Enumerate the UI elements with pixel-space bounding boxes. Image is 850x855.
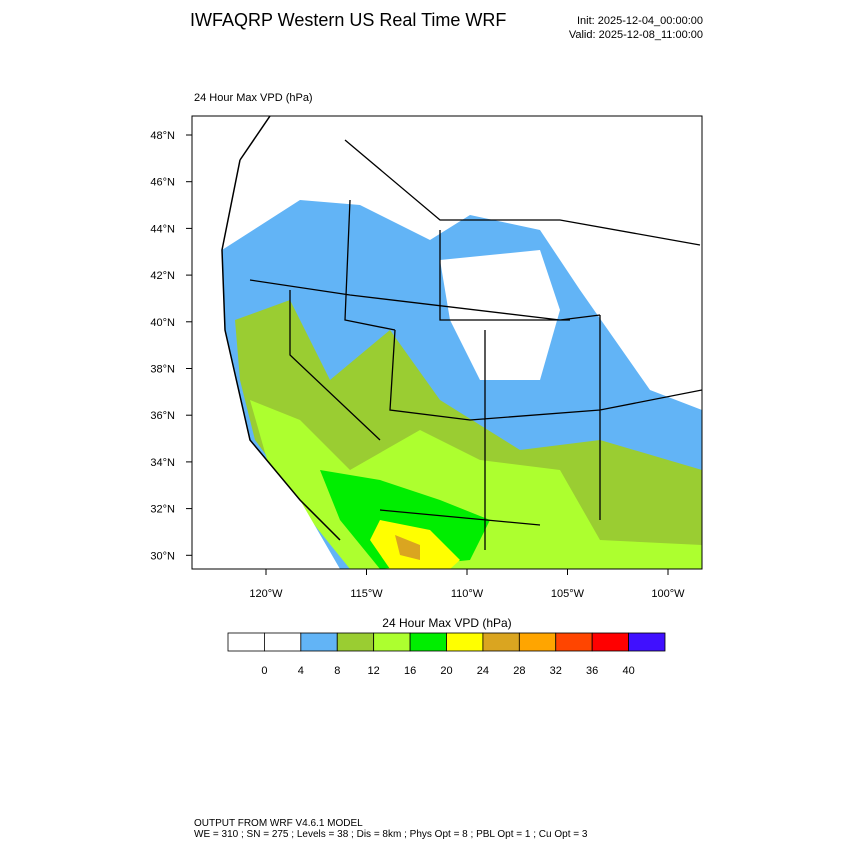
lat-label: 44°N xyxy=(150,223,175,235)
colorbar-box xyxy=(555,632,593,652)
lat-label: 38°N xyxy=(150,364,175,376)
lat-label: 30°N xyxy=(150,550,175,562)
lat-label: 40°N xyxy=(150,317,175,329)
lon-label: 105°W xyxy=(551,588,585,600)
colorbar-box xyxy=(518,632,557,652)
colorbar-box xyxy=(336,632,375,652)
colorbar-box xyxy=(409,632,447,652)
colorbar-tick-label: 40 xyxy=(622,665,634,677)
colorbar-box xyxy=(300,632,338,652)
coastline xyxy=(221,116,341,541)
colorbar-tick-label: 20 xyxy=(440,665,452,677)
map-frame xyxy=(191,115,703,570)
footer-line: WE = 310 ; SN = 275 ; Levels = 38 ; Dis … xyxy=(194,829,588,840)
lon-label: 110°W xyxy=(451,588,484,600)
colorbar-box xyxy=(373,632,411,652)
colorbar-tick-label: 24 xyxy=(477,665,489,677)
map xyxy=(191,115,703,570)
colorbar-box xyxy=(227,632,265,652)
lat-label: 34°N xyxy=(150,457,175,469)
lat-label: 36°N xyxy=(150,410,175,422)
lat-label: 42°N xyxy=(150,270,175,282)
state-borders xyxy=(249,139,702,550)
vpd-green xyxy=(320,470,490,569)
lon-label: 115°W xyxy=(350,588,383,600)
lat-label: 48°N xyxy=(150,130,175,142)
colorbar-tick-label: 32 xyxy=(550,665,562,677)
colorbar-box xyxy=(446,632,484,652)
colorbar-box xyxy=(482,632,520,652)
title: IWFAQRP Western US Real Time WRF xyxy=(190,10,506,30)
lon-label: 100°W xyxy=(651,588,685,600)
lon-label: 120°W xyxy=(249,588,283,600)
valid-time: Valid: 2025-12-08_11:00:00 xyxy=(569,29,703,41)
colorbar-title: 24 Hour Max VPD (hPa) xyxy=(382,616,511,630)
colorbar-tick-label: 16 xyxy=(404,665,416,677)
colorbar-tick-label: 36 xyxy=(586,665,598,677)
colorbar-box xyxy=(628,632,666,652)
colorbar-box xyxy=(264,632,302,652)
init-time: Init: 2025-12-04_00:00:00 xyxy=(577,15,703,27)
footer-line: OUTPUT FROM WRF V4.6.1 MODEL xyxy=(194,818,363,829)
colorbar-tick-label: 28 xyxy=(513,665,525,677)
map-label: 24 Hour Max VPD (hPa) xyxy=(194,92,313,104)
lat-label: 46°N xyxy=(150,177,175,189)
lat-label: 32°N xyxy=(150,504,175,516)
vpd-white xyxy=(440,250,560,380)
ocean xyxy=(192,116,340,569)
colorbar-tick-label: 8 xyxy=(334,665,340,677)
colorbar-tick-label: 0 xyxy=(261,665,267,677)
colorbar-tick-label: 4 xyxy=(298,665,304,677)
colorbar-tick-label: 12 xyxy=(368,665,380,677)
vpd-gold xyxy=(395,535,420,560)
colorbar-box xyxy=(591,632,629,652)
